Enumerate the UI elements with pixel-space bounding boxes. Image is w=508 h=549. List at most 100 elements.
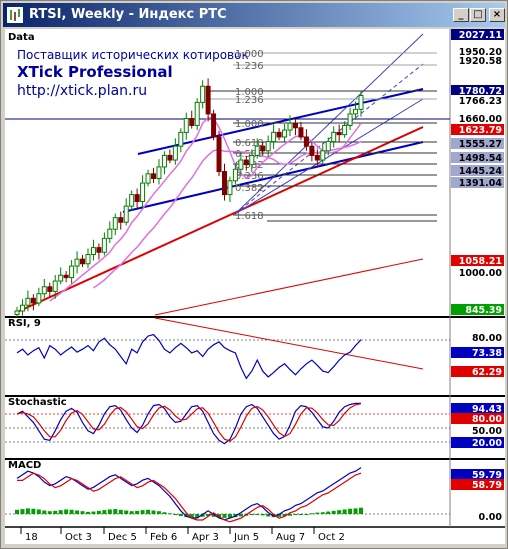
axis-label-bg bbox=[451, 113, 504, 124]
macd-bar bbox=[173, 514, 178, 515]
minimize-button[interactable]: _ bbox=[453, 8, 469, 22]
axis-label-bg bbox=[451, 403, 504, 414]
macd-bar bbox=[359, 507, 363, 514]
macd-bar bbox=[266, 514, 271, 517]
fib-levels bbox=[210, 52, 437, 222]
rsi-axis: 80.00 73.38 62.29 bbox=[451, 332, 504, 378]
macd-bar bbox=[298, 514, 303, 515]
macd-bar bbox=[200, 514, 205, 517]
macd-bar bbox=[304, 514, 309, 515]
x-tick-label: 18 bbox=[25, 532, 38, 543]
candle-body bbox=[227, 180, 233, 196]
axis-label: 73.38 bbox=[472, 348, 502, 359]
candle-body bbox=[63, 274, 69, 279]
candle-body bbox=[74, 258, 80, 267]
chart-area[interactable]: Data RSI, 9 Stochastic MACD Поставщик ис… bbox=[5, 29, 505, 544]
rsi-trendline bbox=[154, 317, 424, 370]
candle-body bbox=[14, 310, 20, 315]
stochastic-d-line bbox=[16, 403, 362, 442]
title-bar: RTSI, Weekly - Индекс РТС _ □ × bbox=[3, 3, 505, 27]
moving-average-slow bbox=[92, 140, 362, 289]
candle-body bbox=[129, 194, 135, 207]
axis-label: 50.00 bbox=[472, 426, 502, 437]
macd-bar bbox=[31, 508, 36, 514]
axis-label: 2027.11 bbox=[459, 30, 502, 41]
macd-bar bbox=[206, 514, 211, 517]
axis-label-bg bbox=[451, 479, 504, 490]
x-tick-label: Aug 7 bbox=[276, 532, 305, 543]
macd-bar bbox=[211, 514, 216, 517]
close-button[interactable]: × bbox=[489, 8, 505, 22]
candle-body bbox=[353, 108, 359, 115]
watermark-product: XTick Professional bbox=[17, 63, 173, 81]
macd-bar bbox=[195, 514, 200, 518]
candle-body bbox=[151, 173, 157, 179]
candle-body bbox=[325, 141, 331, 152]
candle-body bbox=[90, 247, 96, 256]
axis-label-bg bbox=[451, 366, 504, 377]
axis-label-bg bbox=[451, 347, 504, 358]
axis-label: 1623.79 bbox=[459, 125, 502, 136]
candle-body bbox=[25, 297, 31, 306]
macd-bar bbox=[238, 514, 243, 517]
axis-label-bg bbox=[451, 95, 504, 106]
axis-label: 59.79 bbox=[472, 470, 502, 481]
candle-body bbox=[145, 173, 151, 184]
candle-body bbox=[194, 101, 200, 126]
candle-body bbox=[123, 205, 129, 223]
fib-label: 0.500 bbox=[235, 149, 264, 160]
macd-bar bbox=[53, 510, 58, 514]
candle-body bbox=[118, 217, 124, 223]
maximize-button[interactable]: □ bbox=[470, 8, 486, 22]
axis-label: 1391.04 bbox=[459, 178, 503, 189]
macd-bar bbox=[282, 514, 287, 517]
macd-bar bbox=[129, 511, 134, 514]
axis-label: 0.00 bbox=[479, 512, 503, 523]
rsi-line bbox=[16, 333, 362, 380]
macd-signal-line bbox=[17, 472, 362, 523]
candle-body bbox=[19, 304, 25, 312]
candle-body bbox=[189, 118, 195, 126]
candle-body bbox=[96, 247, 102, 253]
fib-label: 0.382 bbox=[235, 160, 264, 171]
axis-label: 1780.72 bbox=[459, 86, 502, 97]
macd-bar bbox=[124, 510, 129, 514]
axis-label-bg bbox=[451, 469, 504, 480]
chart-app-icon bbox=[7, 7, 23, 23]
axis-label: 845.39 bbox=[465, 305, 502, 316]
fib-label: 1.236 bbox=[235, 95, 264, 106]
watermark-url: http://xtick.plan.ru bbox=[17, 83, 147, 99]
macd-bar bbox=[102, 510, 107, 514]
chart-svg[interactable]: Data RSI, 9 Stochastic MACD Поставщик ис… bbox=[5, 29, 505, 544]
macd-bar bbox=[96, 510, 101, 514]
candle-body bbox=[47, 286, 53, 292]
macd-bar bbox=[151, 510, 156, 514]
macd-bar bbox=[156, 511, 161, 514]
macd-bar bbox=[69, 509, 74, 514]
candle-body bbox=[30, 297, 36, 304]
stochastic-panel-label: Stochastic bbox=[8, 397, 67, 408]
candle-body bbox=[271, 131, 277, 143]
candle-body bbox=[216, 136, 222, 173]
macd-bar bbox=[25, 508, 30, 514]
candle-body bbox=[140, 182, 146, 203]
candle-body bbox=[336, 131, 342, 136]
macd-bar bbox=[288, 514, 293, 516]
axis-label: 1445.24 bbox=[459, 166, 503, 177]
candle-body bbox=[298, 127, 304, 138]
macd-bar bbox=[189, 514, 194, 518]
axis-label: 1660.00 bbox=[459, 114, 503, 125]
window-title: RTSI, Weekly - Индекс РТС bbox=[29, 7, 227, 22]
axis-label: 1555.27 bbox=[459, 139, 502, 150]
macd-bar bbox=[178, 514, 183, 517]
candle-body bbox=[205, 85, 211, 115]
red-long-line bbox=[154, 258, 424, 316]
watermark-provider: Поставщик исторических котировок bbox=[17, 48, 249, 62]
stochastic-k-line bbox=[16, 402, 361, 445]
macd-bar bbox=[75, 510, 80, 514]
candle-body bbox=[249, 154, 255, 166]
upper-channel-line bbox=[137, 88, 424, 155]
macd-bar bbox=[320, 512, 325, 514]
axis-label-bg bbox=[451, 413, 504, 424]
